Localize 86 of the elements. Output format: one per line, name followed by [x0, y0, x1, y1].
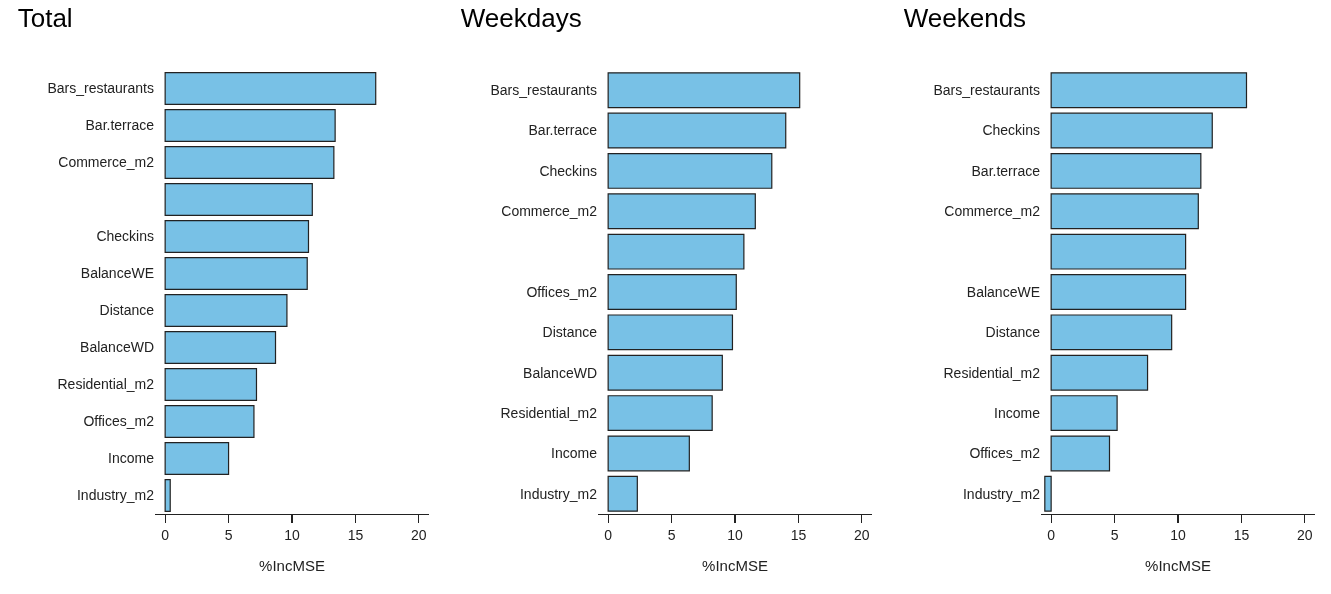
bar — [164, 145, 335, 180]
bar — [1050, 152, 1202, 189]
bar — [1050, 274, 1187, 310]
x-axis-title: %IncMSE — [1145, 556, 1211, 574]
bar — [607, 274, 737, 310]
bar — [164, 256, 308, 291]
y-tick-label: Bars_restaurants — [490, 82, 597, 99]
y-tick-label: Industry_m2 — [76, 487, 155, 504]
chart-title: Weekdays — [460, 3, 582, 34]
y-tick-label: Industry_m2 — [519, 485, 598, 502]
bar — [164, 293, 288, 328]
bar — [1050, 314, 1173, 351]
y-tick-label: BalanceWD — [80, 339, 154, 356]
bar — [1050, 435, 1111, 472]
x-tick-label: 20 — [411, 527, 427, 543]
bar — [607, 314, 734, 351]
bar — [607, 475, 638, 512]
x-axis-title: %IncMSE — [702, 556, 768, 574]
y-tick-label: Distance — [99, 302, 155, 319]
y-tick-label: Offices_m2 — [969, 445, 1041, 462]
bar — [164, 182, 313, 217]
y-tick-label: Bar.terrace — [971, 162, 1041, 179]
bar — [164, 404, 255, 439]
y-tick-label: Checkins — [96, 228, 154, 245]
y-tick-label: Residential_m2 — [943, 364, 1041, 381]
y-tick-label: Bars_restaurants — [47, 80, 154, 97]
x-tick-label: 15 — [1233, 527, 1250, 543]
x-tick-label: 0 — [161, 527, 170, 543]
y-tick-label: Checkins — [982, 122, 1040, 139]
y-tick-label: Income — [994, 404, 1041, 421]
y-tick-label: Commerce_m2 — [944, 203, 1041, 220]
y-tick-label: Commerce_m2 — [501, 203, 598, 220]
bar — [607, 152, 773, 189]
x-tick-label: 5 — [1110, 527, 1119, 543]
bar — [607, 395, 713, 432]
x-tick-label: 5 — [667, 527, 676, 543]
y-tick-label: BalanceWE — [80, 265, 154, 282]
y-tick-label: Checkins — [539, 162, 597, 179]
y-tick-label: Bar.terrace — [528, 122, 598, 139]
chart-title: Weekends — [903, 3, 1027, 34]
x-tick-label: 10 — [1170, 527, 1186, 543]
bar — [1050, 193, 1199, 230]
x-tick-label: 0 — [1047, 527, 1056, 543]
x-tick-label: 15 — [347, 527, 364, 543]
y-tick-label: Residential_m2 — [500, 404, 598, 421]
y-tick-label: Offices_m2 — [83, 413, 155, 430]
bar — [607, 72, 801, 109]
x-axis-title: %IncMSE — [259, 556, 325, 574]
bar — [1050, 72, 1248, 109]
bar — [1050, 233, 1187, 270]
x-tick-label: 0 — [604, 527, 613, 543]
bar — [164, 367, 258, 402]
bar — [607, 193, 756, 230]
y-tick-label: BalanceWE — [966, 283, 1040, 300]
bar — [1044, 475, 1052, 512]
bar — [164, 71, 377, 106]
y-tick-label: Distance — [985, 324, 1041, 341]
chart-title: Total — [17, 3, 73, 34]
bar — [1050, 395, 1118, 432]
bar — [607, 354, 723, 391]
bar — [1050, 354, 1149, 391]
bar — [607, 435, 690, 472]
y-tick-label: Income — [108, 450, 155, 467]
bar — [164, 219, 310, 254]
x-tick-label: 5 — [224, 527, 233, 543]
bar — [164, 478, 171, 513]
y-tick-label: BalanceWD — [523, 364, 597, 381]
x-tick-label: 20 — [1297, 527, 1313, 543]
y-tick-label: Bar.terrace — [85, 117, 155, 134]
bar — [607, 233, 745, 270]
bar — [164, 330, 277, 365]
bar — [607, 112, 787, 149]
y-tick-label: Offices_m2 — [526, 283, 598, 300]
y-tick-label: Commerce_m2 — [58, 154, 155, 171]
y-tick-label: Distance — [542, 324, 598, 341]
bar — [164, 108, 336, 143]
y-tick-label: Residential_m2 — [57, 376, 155, 393]
y-tick-label: Industry_m2 — [962, 485, 1041, 502]
y-tick-label: Income — [551, 445, 598, 462]
x-tick-label: 15 — [790, 527, 807, 543]
x-tick-label: 20 — [854, 527, 870, 543]
bar — [164, 441, 230, 476]
bar — [1050, 112, 1213, 149]
x-tick-label: 10 — [727, 527, 743, 543]
y-tick-label: Bars_restaurants — [933, 82, 1040, 99]
x-tick-label: 10 — [284, 527, 300, 543]
